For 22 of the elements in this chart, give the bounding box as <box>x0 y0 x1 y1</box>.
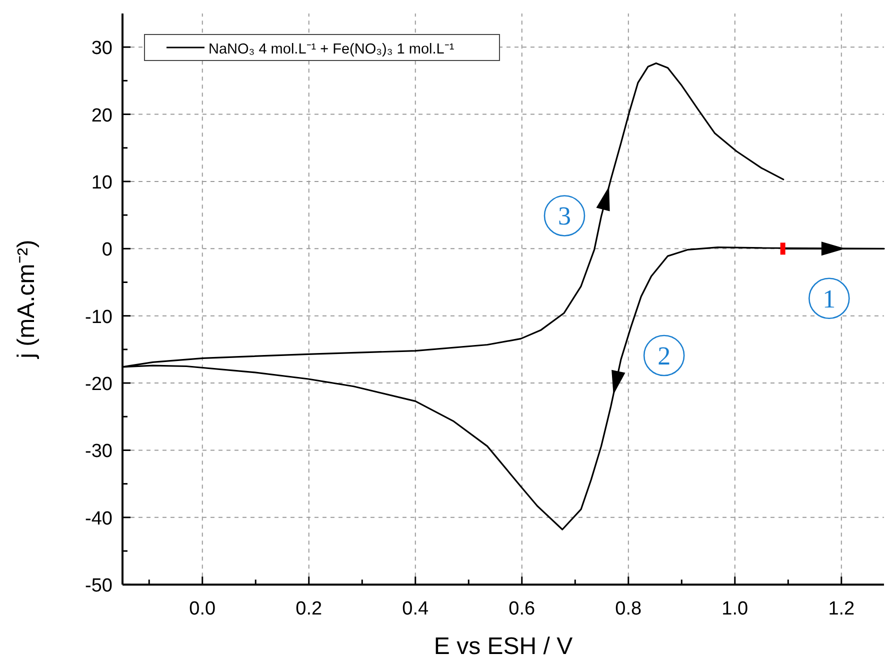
x-tick-label: 0.6 <box>508 598 536 620</box>
annotation: 1 <box>822 284 836 314</box>
annotation: 2 <box>658 341 671 370</box>
y-tick-label: 30 <box>91 38 112 60</box>
x-axis-title: E vs ESH / V <box>434 633 573 660</box>
x-tick-label: 1.0 <box>722 598 748 620</box>
x-tick-label: 1.2 <box>828 598 855 620</box>
y-tick-label: -40 <box>85 508 112 530</box>
y-tick-label: -10 <box>85 306 112 328</box>
y-tick-label: -30 <box>85 441 112 462</box>
annotation: 3 <box>558 202 571 231</box>
x-tick-label: 0.8 <box>615 598 642 620</box>
y-axis-title: j (mA.cm⁻²) <box>13 240 40 360</box>
y-tick-label: -50 <box>85 576 112 597</box>
y-tick-label: 20 <box>91 105 112 126</box>
y-tick-label: 10 <box>91 172 112 194</box>
y-tick-label: -20 <box>85 374 112 396</box>
legend-label: NaNO₃ 4 mol.L⁻¹ + Fe(NO₃)₃ 1 mol.L⁻¹ <box>208 42 454 58</box>
x-tick-label: 0.4 <box>402 598 430 620</box>
x-tick-label: 0.2 <box>296 598 322 620</box>
x-tick-label: 0.0 <box>189 598 216 620</box>
y-tick-label: 0 <box>102 240 112 261</box>
